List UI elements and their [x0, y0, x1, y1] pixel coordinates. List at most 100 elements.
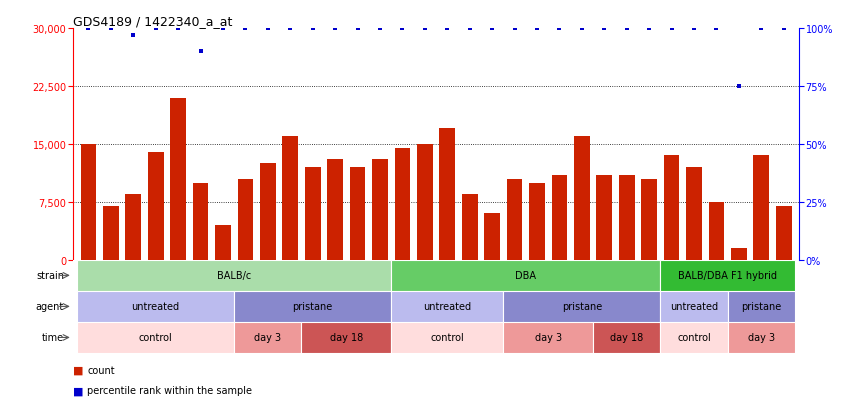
Bar: [305, 168, 321, 260]
Bar: [462, 195, 478, 260]
Bar: [597, 176, 612, 260]
Point: [552, 26, 566, 32]
Text: day 18: day 18: [610, 332, 643, 343]
Point: [261, 26, 274, 32]
Bar: [148, 152, 163, 260]
Text: DBA: DBA: [516, 271, 536, 281]
Point: [508, 26, 522, 32]
Text: day 3: day 3: [254, 332, 281, 343]
Text: GDS4189 / 1422340_a_at: GDS4189 / 1422340_a_at: [73, 15, 232, 28]
Text: untreated: untreated: [132, 301, 180, 312]
Point: [328, 26, 342, 32]
Bar: [282, 137, 298, 260]
Bar: [234, 322, 302, 353]
Point: [104, 26, 118, 32]
Bar: [731, 249, 746, 260]
Bar: [392, 322, 504, 353]
Point: [127, 33, 140, 39]
Bar: [574, 137, 590, 260]
Text: pristane: pristane: [562, 301, 602, 312]
Point: [239, 26, 252, 32]
Text: control: control: [139, 332, 173, 343]
Bar: [439, 129, 455, 260]
Bar: [619, 176, 634, 260]
Point: [687, 26, 701, 32]
Bar: [551, 176, 567, 260]
Text: agent: agent: [36, 301, 64, 312]
Bar: [302, 322, 392, 353]
Bar: [504, 291, 660, 322]
Bar: [593, 322, 660, 353]
Bar: [753, 156, 770, 260]
Bar: [238, 179, 253, 260]
Text: day 3: day 3: [748, 332, 775, 343]
Point: [486, 26, 499, 32]
Text: day 3: day 3: [534, 332, 562, 343]
Point: [664, 26, 678, 32]
Bar: [77, 260, 392, 291]
Bar: [507, 179, 522, 260]
Point: [710, 26, 723, 32]
Text: ■: ■: [73, 365, 83, 375]
Point: [777, 26, 791, 32]
Text: count: count: [87, 365, 115, 375]
Bar: [215, 225, 231, 260]
Point: [598, 26, 611, 32]
Bar: [709, 202, 724, 260]
Bar: [529, 183, 545, 260]
Text: time: time: [42, 332, 64, 343]
Bar: [728, 322, 795, 353]
Bar: [77, 322, 234, 353]
Bar: [775, 206, 792, 260]
Bar: [660, 291, 728, 322]
Bar: [660, 260, 795, 291]
Bar: [660, 322, 728, 353]
Bar: [663, 156, 680, 260]
Point: [418, 26, 432, 32]
Bar: [77, 291, 234, 322]
Point: [351, 26, 364, 32]
Point: [575, 26, 589, 32]
Point: [530, 26, 544, 32]
Point: [396, 26, 410, 32]
Bar: [350, 168, 365, 260]
Bar: [103, 206, 119, 260]
Point: [171, 26, 185, 32]
Bar: [327, 160, 343, 260]
Bar: [641, 179, 657, 260]
Text: untreated: untreated: [423, 301, 471, 312]
Point: [373, 26, 386, 32]
Bar: [504, 322, 593, 353]
Bar: [484, 214, 500, 260]
Text: BALB/DBA F1 hybrid: BALB/DBA F1 hybrid: [678, 271, 777, 281]
Bar: [372, 160, 388, 260]
Bar: [392, 260, 660, 291]
Point: [620, 26, 634, 32]
Point: [754, 26, 768, 32]
Text: pristane: pristane: [741, 301, 781, 312]
Bar: [126, 195, 141, 260]
Text: control: control: [677, 332, 711, 343]
Bar: [192, 183, 209, 260]
Text: pristane: pristane: [292, 301, 333, 312]
Point: [283, 26, 297, 32]
Text: control: control: [430, 332, 464, 343]
Point: [149, 26, 162, 32]
Point: [81, 26, 95, 32]
Point: [463, 26, 476, 32]
Bar: [260, 164, 275, 260]
Bar: [80, 145, 97, 260]
Point: [440, 26, 454, 32]
Point: [216, 26, 230, 32]
Text: percentile rank within the sample: percentile rank within the sample: [87, 385, 252, 395]
Bar: [687, 168, 702, 260]
Text: BALB/c: BALB/c: [217, 271, 251, 281]
Text: untreated: untreated: [670, 301, 718, 312]
Text: ■: ■: [73, 385, 83, 395]
Point: [732, 83, 746, 90]
Bar: [170, 98, 186, 260]
Text: strain: strain: [36, 271, 64, 281]
Point: [642, 26, 656, 32]
Bar: [234, 291, 392, 322]
Bar: [728, 291, 795, 322]
